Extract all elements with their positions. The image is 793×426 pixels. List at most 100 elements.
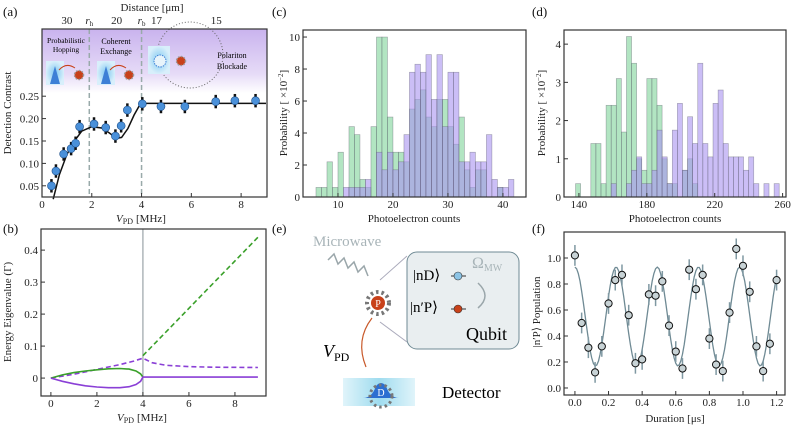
y-tick-label: 2 [556, 116, 562, 128]
qubit-label: Qubit [466, 324, 507, 344]
histogram-bar [727, 156, 734, 198]
detector-label: Detector [442, 383, 501, 402]
region-label-blockade: Blockade [217, 62, 248, 71]
histogram-bar [677, 103, 683, 198]
data-point [111, 131, 120, 141]
vpd-label: VPD [323, 341, 350, 364]
x-tick-label: 0.4 [635, 397, 649, 409]
data-point [123, 105, 132, 115]
region-label-polariton: Polariton [217, 51, 246, 60]
data-point [759, 366, 768, 376]
plot-frame [41, 28, 268, 198]
atom-p-icon: P [365, 290, 391, 316]
data-point [698, 270, 707, 279]
y-axis-label: Detection Contrast [2, 72, 14, 155]
histogram-bar [702, 143, 709, 198]
y-tick-label: 0.4 [547, 331, 561, 343]
data-point [138, 99, 147, 109]
plot-frame [563, 231, 786, 396]
y-tick-label: 10 [289, 32, 301, 44]
atom-d-letter: D [377, 388, 384, 399]
data-point [211, 97, 221, 106]
histogram-bar [753, 183, 760, 198]
x-tick-label: 2 [89, 199, 95, 211]
y-tick-label: 0.2 [547, 357, 561, 369]
histogram-bar [348, 187, 355, 198]
histogram-bar [621, 131, 627, 198]
x-tick-label: 40 [497, 199, 509, 211]
histogram-bar [605, 104, 612, 198]
y-tick-label: 1 [556, 154, 562, 166]
data-point [570, 251, 580, 260]
histogram-bar [651, 169, 658, 198]
transition-arrow-icon [477, 282, 486, 309]
panel-b: VPD [MHz] Energy Eigenvalue (Γ) [2, 262, 167, 425]
histogram-bar [469, 151, 476, 198]
histogram-bar [508, 179, 515, 198]
data-point [732, 244, 741, 253]
y-axis-label: Energy Eigenvalue (Γ) [2, 262, 14, 363]
y-tick-label: 0.6 [547, 305, 561, 317]
x-tick-label: 0.8 [702, 397, 716, 409]
x-tick-label: 0.0 [568, 397, 582, 409]
histogram-bar [431, 99, 438, 198]
zoom-line [379, 255, 408, 281]
histogram-bar [697, 62, 704, 198]
nd-level-dot [453, 271, 463, 281]
y-tick-label: 0.05 [20, 181, 40, 193]
data-point [718, 366, 727, 376]
histogram-bar [626, 36, 632, 198]
y-tick-label: 2 [295, 160, 301, 172]
x-tick-label: 1.2 [770, 397, 784, 409]
histogram-bar [464, 161, 471, 198]
exchange-illustration [97, 61, 135, 85]
zoom-line [379, 321, 408, 343]
vpd-arrow-icon [361, 317, 373, 368]
plot-frame [40, 228, 267, 397]
data-point [59, 149, 68, 159]
x-tick-label: 8 [238, 199, 244, 211]
d-x-axis-label: Photoelectron counts [629, 213, 722, 225]
dashed-series-line [50, 357, 258, 379]
histogram-bar [641, 183, 648, 198]
region-label-hopping: Hopping [53, 45, 80, 54]
panel-label-a: (a) [3, 4, 17, 19]
f-y-axis-label: |n′P⟩ Population [531, 276, 543, 347]
histogram-bar [354, 187, 361, 198]
histogram-bar [315, 187, 322, 198]
np-level-dot [453, 304, 463, 314]
y-tick-label: 0.4 [24, 245, 38, 257]
x-tick-label: 0.6 [669, 397, 683, 409]
histogram-bar [712, 103, 719, 198]
histogram-bar [722, 143, 729, 198]
chart-b: 0 2 4 6 8 0 0.1 0.2 0.3 0.4 [24, 228, 267, 410]
x-tick-label: 0 [48, 398, 54, 410]
data-point [691, 285, 701, 294]
histogram-bar [442, 126, 449, 198]
histogram-bar [763, 183, 770, 198]
region-label-exchange: Exchange [100, 47, 132, 56]
blockade-illustration [148, 21, 224, 89]
data-point [604, 299, 613, 308]
x-tick-label: 1.0 [736, 397, 750, 409]
chart-f: 0.0 0.2 0.4 0.6 0.8 1.0 1.2 0.0 0.2 0.4 0.6 0.8 1.0 [547, 231, 786, 409]
c-x-axis-label: Photoelectron counts [368, 213, 461, 225]
x-tick-label: 8 [232, 398, 238, 410]
data-point [705, 334, 714, 343]
x-tick-label: 2 [94, 398, 100, 410]
y-tick-label: 0.1 [24, 341, 38, 353]
histogram-bar [748, 156, 755, 198]
histogram-bar [497, 187, 504, 198]
dashed-series-line [142, 236, 259, 357]
y-tick-label: 0.20 [20, 114, 40, 126]
histogram-bar [436, 54, 443, 198]
histogram-bar [682, 169, 688, 198]
histogram-bar [376, 151, 383, 198]
data-point [89, 119, 99, 129]
qubit-box [406, 251, 520, 350]
panel-a: Distance [μm] Probabilistic Hopping Cohe… [2, 2, 267, 226]
y-tick-label: 0 [295, 192, 301, 204]
data-point [156, 102, 166, 111]
